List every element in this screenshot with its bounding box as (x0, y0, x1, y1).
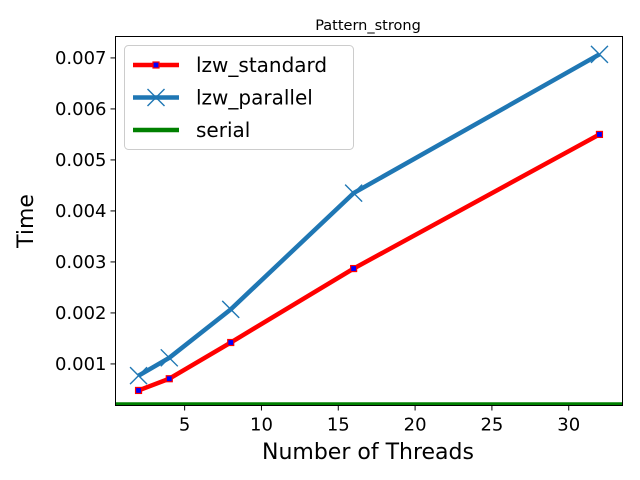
y-tick-label: 0.007 (55, 48, 107, 69)
y-tick-label: 0.004 (55, 201, 107, 222)
legend-label-lzw-standard: lzw_standard (196, 53, 327, 77)
x-tick-label: 15 (327, 415, 350, 436)
plot-series (115, 45, 623, 406)
y-tick-label: 0.002 (55, 303, 107, 324)
y-tick-label: 0.001 (55, 354, 107, 375)
legend-label-serial: serial (196, 118, 250, 142)
data-point-lzw-standard-2 (134, 386, 143, 395)
data-point-lzw-parallel-16 (344, 184, 363, 203)
y-tick-label: 0.003 (55, 252, 107, 273)
legend-marker-lzw-parallel (147, 88, 165, 107)
x-tick-label: 10 (250, 415, 273, 436)
y-axis: 0.001 0.002 0.003 0.004 0.005 0.006 0.007 (55, 48, 116, 375)
data-point-lzw-standard-4 (165, 375, 173, 383)
plot-frame (115, 36, 623, 406)
legend-label-lzw-parallel: lzw_parallel (196, 86, 313, 110)
legend-entry-lzw-standard: lzw_standard (133, 53, 327, 77)
y-tick-label: 0.005 (55, 150, 107, 171)
chart-title: Pattern_strong (315, 18, 421, 34)
series-lzw-standard (134, 130, 604, 395)
x-tick-label: 20 (404, 415, 427, 436)
y-tick-label: 0.006 (55, 99, 107, 120)
data-point-lzw-parallel-32 (590, 45, 609, 64)
data-point-lzw-standard-16 (350, 264, 358, 273)
legend-marker-lzw-standard (152, 61, 160, 69)
data-point-lzw-standard-8 (227, 338, 235, 347)
data-point-lzw-parallel-2 (129, 366, 148, 385)
legend-entry-serial: serial (133, 118, 250, 142)
data-point-lzw-parallel-8 (221, 300, 240, 319)
x-axis-label: Number of Threads (262, 440, 474, 465)
x-tick-label: 30 (557, 415, 580, 436)
legend-entry-lzw-parallel: lzw_parallel (133, 86, 313, 110)
data-point-lzw-parallel-4 (160, 348, 179, 367)
y-axis-label: Time (14, 194, 39, 249)
x-tick-label: 5 (179, 415, 190, 436)
series-lzw-parallel (129, 45, 609, 385)
x-tick-label: 25 (480, 415, 503, 436)
legend-box (124, 45, 354, 150)
data-point-lzw-standard-32 (595, 130, 604, 139)
x-axis: 5 10 15 20 25 30 (179, 405, 580, 436)
